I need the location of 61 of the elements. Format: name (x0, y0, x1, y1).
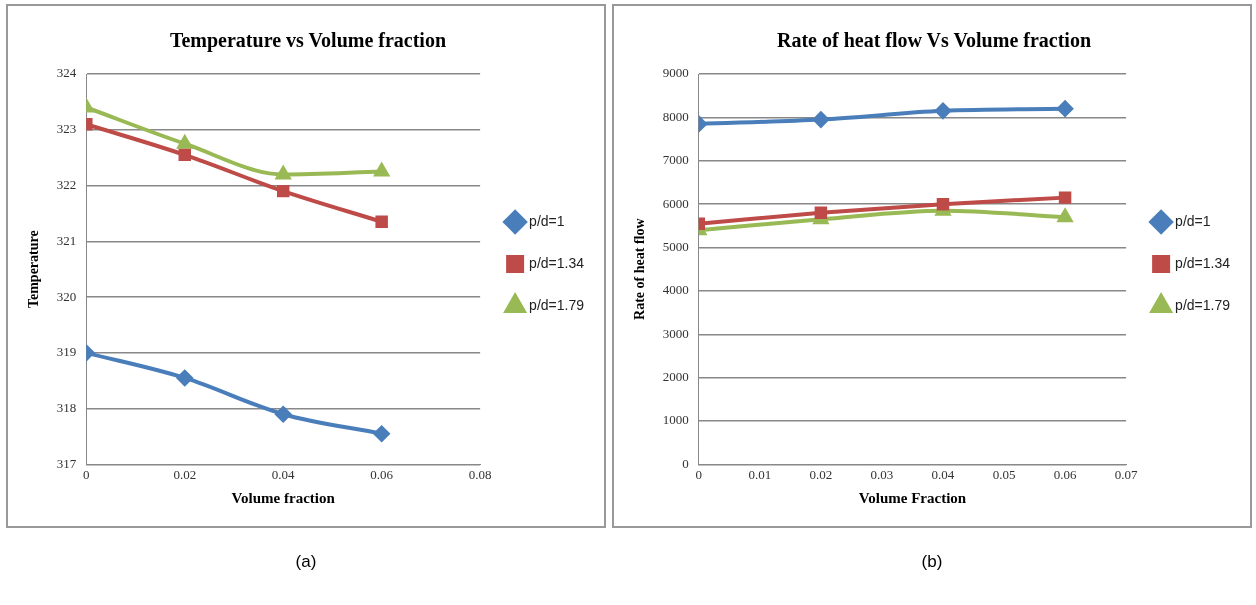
point (1058, 191, 1072, 204)
y-tick-label: 1000 (662, 412, 689, 428)
y-tick-label: 319 (56, 344, 77, 360)
x-tick-label: 0.05 (992, 466, 1016, 482)
x-axis-title: Volume fraction (231, 489, 336, 506)
legend-label: p/d=1.79 (529, 296, 585, 313)
point (373, 425, 390, 442)
point (373, 161, 391, 177)
y-tick-label: 323 (56, 121, 77, 137)
y-tick-label: 3000 (662, 325, 689, 341)
point (176, 133, 193, 149)
point (814, 206, 828, 220)
x-tick-label: 0 (695, 466, 703, 482)
point (375, 215, 388, 229)
point (176, 369, 193, 386)
x-tick-label: 0.02 (173, 466, 197, 482)
x-tick-label: 0.07 (1114, 466, 1138, 482)
y-tick-label: 320 (56, 288, 77, 304)
legend-label: p/d=1.79 (1175, 296, 1231, 313)
x-tick-label: 0.01 (748, 466, 772, 482)
y-tick-label: 318 (56, 400, 77, 416)
legend-label: p/d=1.34 (1175, 254, 1231, 271)
point (1057, 209, 1073, 223)
point (276, 184, 290, 198)
point (276, 166, 291, 180)
x-tick-label: 0 (83, 466, 90, 482)
y-tick-label: 321 (56, 232, 77, 248)
point (812, 111, 829, 128)
y-tick-label: 6000 (662, 195, 689, 211)
chart-title: Temperature vs Volume fraction (169, 29, 447, 53)
x-tick-label: 0.08 (468, 466, 492, 482)
x-axis-title: Volume Fraction (858, 489, 967, 506)
chart-title: Rate of heat flow Vs Volume fraction (776, 29, 1092, 52)
y-tick-label: 9000 (662, 65, 689, 81)
x-tick-label: 0.04 (931, 466, 955, 482)
y-axis-title: Temperature (26, 230, 42, 309)
y-tick-label: 2000 (662, 369, 689, 385)
x-tick-label: 0.06 (1053, 466, 1077, 482)
legend-label: p/d=1 (1175, 212, 1211, 229)
x-tick-label: 0.02 (809, 466, 833, 482)
legend-label: p/d=1.34 (529, 254, 585, 271)
x-tick-label: 0.03 (870, 466, 894, 482)
text: (a) (295, 552, 317, 572)
legend-label: p/d=1 (529, 212, 565, 229)
point (1057, 100, 1074, 117)
y-tick-label: 0 (682, 455, 689, 471)
point (936, 197, 950, 211)
text: (b) (921, 552, 943, 572)
y-tick-label: 317 (56, 455, 77, 471)
x-tick-label: 0.06 (370, 466, 394, 482)
x-tick-label: 0.04 (271, 466, 296, 482)
y-tick-label: 5000 (662, 238, 689, 254)
point (275, 406, 292, 423)
y-tick-label: 322 (56, 176, 77, 192)
y-tick-label: 7000 (662, 152, 689, 168)
y-tick-label: 324 (56, 65, 77, 81)
point (178, 148, 191, 162)
point (934, 102, 951, 119)
y-tick-label: 8000 (662, 108, 689, 124)
y-tick-label: 4000 (662, 282, 689, 298)
y-axis-title: Rate of heat flow (632, 217, 648, 320)
